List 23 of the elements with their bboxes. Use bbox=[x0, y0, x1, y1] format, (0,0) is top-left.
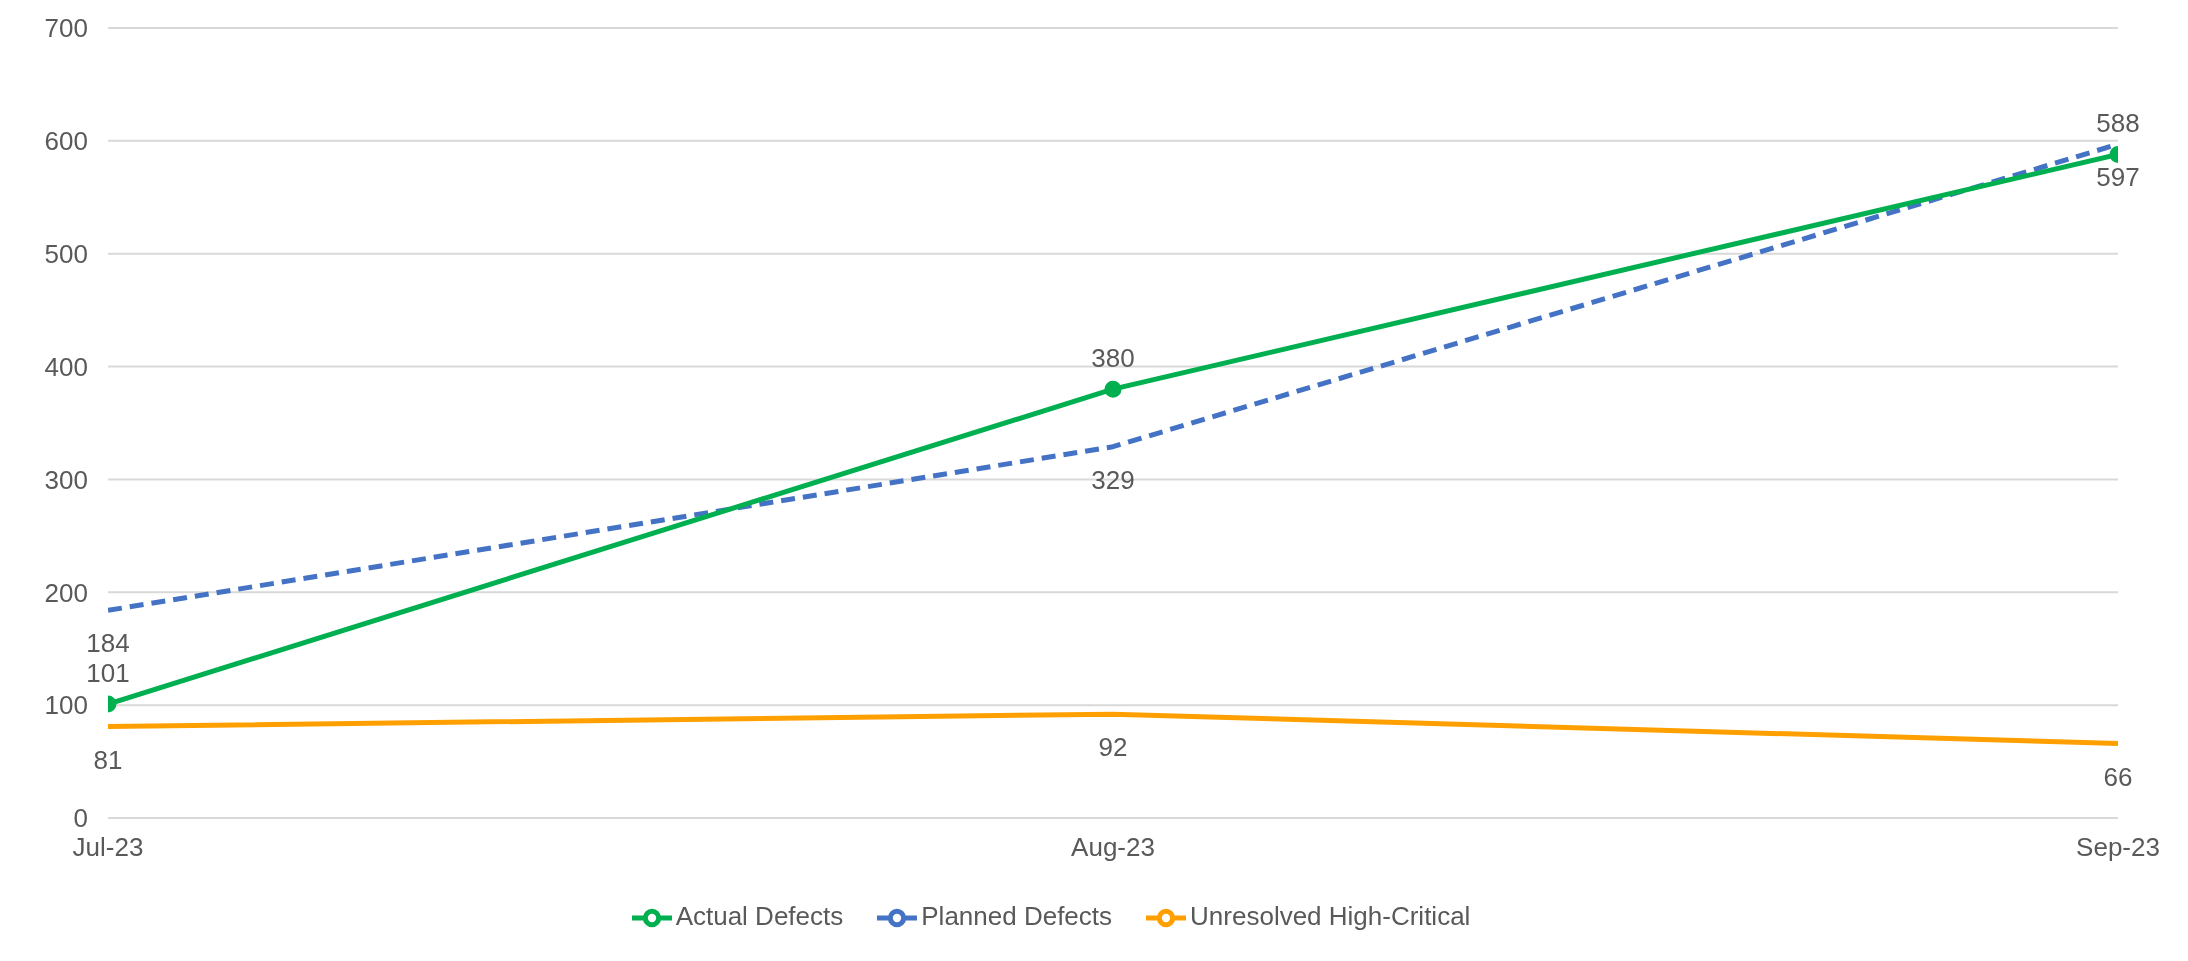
x-tick-label: Aug-23 bbox=[1071, 832, 1155, 863]
data-label: 597 bbox=[2096, 162, 2140, 193]
legend-label: Actual Defects bbox=[675, 900, 844, 931]
data-label: 92 bbox=[1098, 732, 1128, 763]
data-label: 588 bbox=[2096, 108, 2140, 139]
data-label: 184 bbox=[86, 628, 130, 659]
y-tick-label: 700 bbox=[44, 13, 88, 44]
x-tick-label: Jul-23 bbox=[72, 832, 144, 863]
data-label: 101 bbox=[86, 658, 130, 689]
data-label: 66 bbox=[2103, 761, 2133, 792]
data-label: 81 bbox=[93, 744, 123, 775]
data-label: 380 bbox=[1091, 343, 1135, 374]
y-tick-label: 200 bbox=[44, 577, 88, 608]
legend-label: Planned Defects bbox=[921, 900, 1113, 931]
y-tick-label: 300 bbox=[44, 464, 88, 495]
x-tick-label: Sep-23 bbox=[2076, 832, 2160, 863]
y-tick-label: 600 bbox=[44, 126, 88, 157]
y-tick-label: 400 bbox=[44, 351, 88, 382]
y-tick-label: 0 bbox=[73, 803, 88, 834]
data-label: 329 bbox=[1091, 464, 1135, 495]
y-tick-label: 100 bbox=[44, 690, 88, 721]
y-tick-label: 500 bbox=[44, 238, 88, 269]
legend-label: Unresolved High-Critical bbox=[1190, 900, 1471, 931]
